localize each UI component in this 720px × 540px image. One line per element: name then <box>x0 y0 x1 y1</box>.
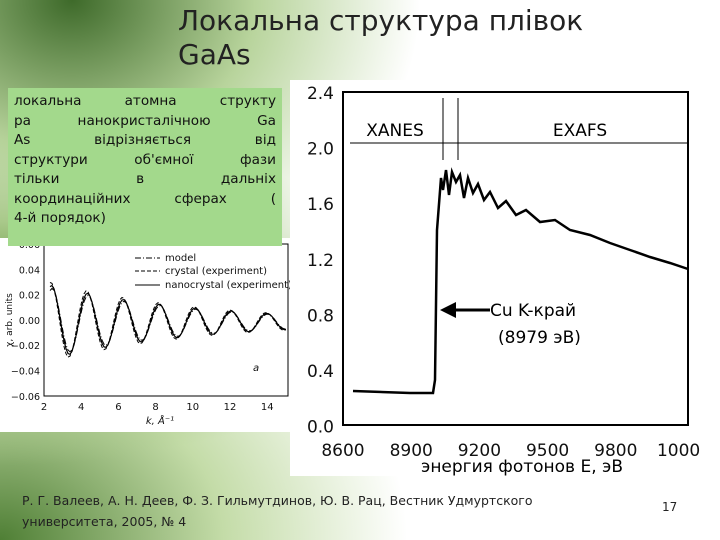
x-tick-label: 8900 <box>390 441 433 461</box>
note-line: 4-й порядок) <box>14 210 106 226</box>
y-tick-label: 1.2 <box>307 251 334 271</box>
y-tick-label: 0.4 <box>307 362 334 382</box>
y-tick-label: 1.6 <box>307 195 334 215</box>
x-tick-label: 10 <box>186 402 199 413</box>
page-number: 17 <box>662 500 678 514</box>
slide-title: Локальна структура плівок GaAs <box>178 4 583 72</box>
x-axis-label: k, Å⁻¹ <box>146 414 174 427</box>
title-line: GaAs <box>178 38 251 71</box>
y-tick-label: 0.0 <box>307 418 334 438</box>
note-box: локальна атомна структу ра нанокристалічн… <box>8 88 282 246</box>
panel-label: a <box>253 363 259 374</box>
x-tick-label: 9200 <box>458 441 501 461</box>
x-tick-label: 9500 <box>526 441 569 461</box>
x-tick-label: 12 <box>224 402 237 413</box>
figure-left: 0.060.040.020.00−0.02−0.04−0.06 24681012… <box>0 238 292 432</box>
y-tick-label: −0.06 <box>11 392 40 403</box>
legend-entry: crystal (experiment) <box>165 266 267 277</box>
note-line: ра нанокристалічною Ga <box>14 112 276 129</box>
note-line: структури об'ємної фази <box>14 151 276 168</box>
note-line: тільки в дальніх <box>14 171 276 187</box>
y-tick-label: 2.4 <box>307 84 334 104</box>
y-tick-label: −0.04 <box>11 367 40 378</box>
region-label: XANES <box>366 121 424 141</box>
x-tick-label: 2 <box>41 402 47 413</box>
region-label: EXAFS <box>553 121 607 141</box>
y-tick-label: 0.04 <box>19 265 40 276</box>
y-axis-label: χ, arb. units <box>5 293 15 347</box>
note-line: локальна атомна структу <box>14 93 276 109</box>
x-tick-label: 9800 <box>594 441 637 461</box>
y-tick-label: −0.02 <box>11 341 40 352</box>
x-tick-label: 8600 <box>321 441 364 461</box>
edge-label: Cu K-край <box>490 301 576 321</box>
x-axis-label: энергия фотонов E, эВ <box>421 457 623 476</box>
note-line: As відрізняється від <box>14 132 276 148</box>
y-tick-label: 0.8 <box>307 306 334 326</box>
title-line: Локальна структура плівок <box>178 4 584 37</box>
note-line: координаційних сферах ( <box>14 190 276 207</box>
y-tick-label: 2.0 <box>307 140 334 160</box>
citation-line: университета, 2005, № 4 <box>22 514 187 529</box>
x-tick-label: 14 <box>261 402 274 413</box>
figure-right: 2.4 2.0 1.6 1.2 0.8 0.4 0.0 8600 8900 9200 9500 98… <box>290 80 700 476</box>
x-tick-label: 4 <box>78 402 84 413</box>
citation-line: Р. Г. Валеев, А. Н. Деев, Ф. З. Гильмутд… <box>22 493 533 508</box>
x-tick-label: 6 <box>115 402 121 413</box>
y-tick-label: 0.00 <box>19 316 40 327</box>
legend-entry: model <box>165 253 196 264</box>
x-tick-label: 10000 <box>657 441 700 461</box>
legend-entry: nanocrystal (experiment) <box>165 280 292 291</box>
y-tick-label: 0.02 <box>19 291 40 302</box>
edge-energy: (8979 эВ) <box>498 328 581 348</box>
x-tick-label: 8 <box>152 402 158 413</box>
citation: Р. Г. Валеев, А. Н. Деев, Ф. З. Гильмутд… <box>22 490 533 532</box>
